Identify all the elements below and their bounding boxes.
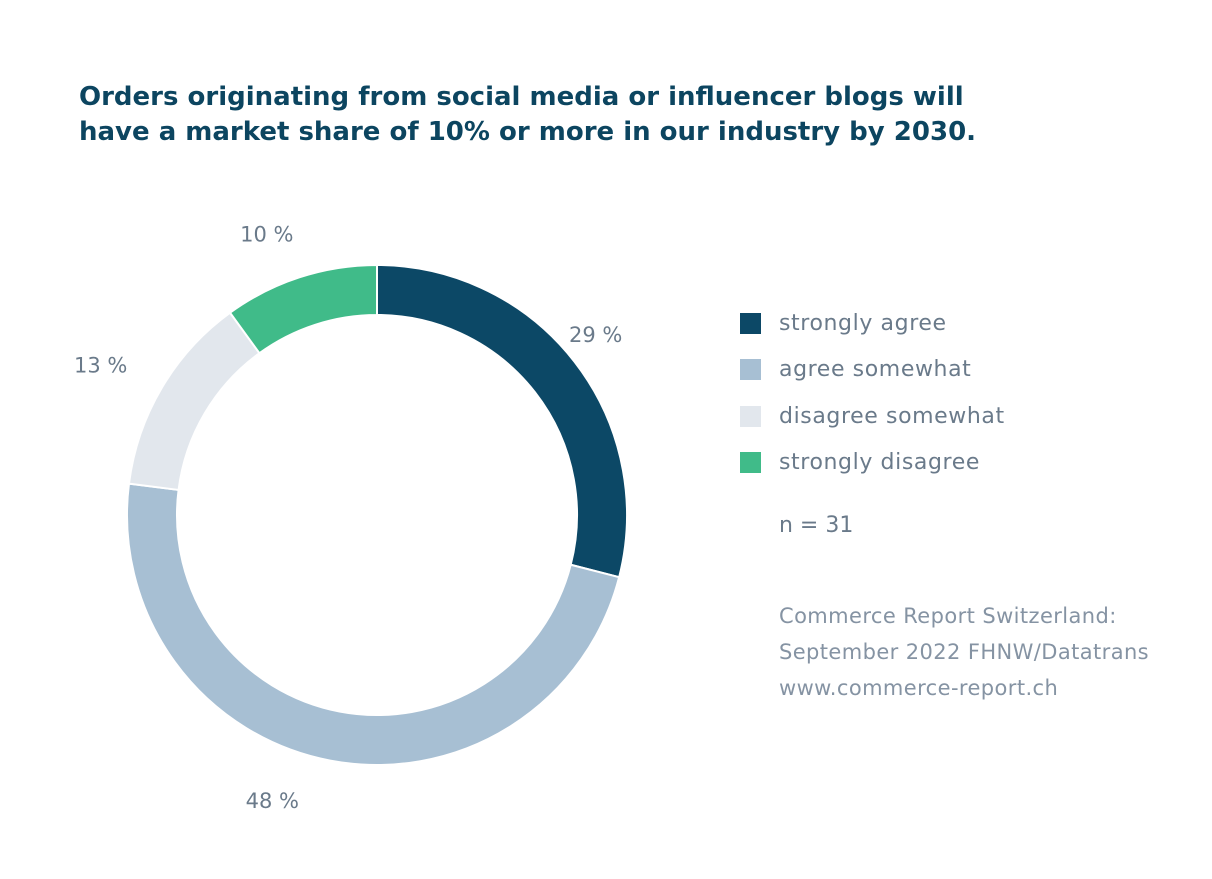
legend: strongly agree agree somewhat disagree s… [740, 300, 1005, 486]
donut-slices [126, 263, 628, 766]
legend-label: disagree somewhat [779, 403, 1005, 429]
legend-item: strongly disagree [740, 440, 1005, 487]
chart-title-line-1: Orders originating from social media or … [79, 82, 964, 112]
legend-swatch-agree-somewhat [740, 359, 761, 381]
legend-swatch-disagree-somewhat [740, 405, 761, 427]
donut-slice-strongly-disagree [228, 263, 378, 355]
donut-slice-labels: 29 % 48 % 13 % 10 % [74, 222, 622, 813]
legend-label: strongly agree [779, 310, 947, 336]
legend-label: strongly disagree [779, 450, 980, 476]
legend-item: disagree somewhat [740, 393, 1005, 440]
donut-slice-strongly-agree [376, 263, 628, 579]
slice-label-agree-somewhat: 48 % [246, 789, 299, 813]
source-line-2: September 2022 FHNW/Datatrans [779, 640, 1150, 664]
legend-item: strongly agree [740, 300, 1005, 347]
legend-swatch-strongly-disagree [740, 452, 761, 474]
sample-size-label: n = 31 [779, 513, 854, 538]
slice-label-strongly-disagree: 10 % [240, 222, 293, 246]
legend-swatch-strongly-agree [740, 312, 761, 334]
legend-label: agree somewhat [779, 357, 972, 383]
donut-slice-disagree-somewhat [127, 311, 261, 492]
legend-item: agree somewhat [740, 347, 1005, 394]
source-line-1: Commerce Report Switzerland: [779, 604, 1117, 628]
donut-slice-agree-somewhat [126, 482, 621, 766]
slice-label-strongly-agree: 29 % [569, 323, 622, 347]
chart-title: Orders originating from social media or … [79, 80, 977, 150]
slice-label-disagree-somewhat: 13 % [74, 353, 127, 377]
source-line-3: www.commerce-report.ch [779, 676, 1059, 700]
source-note: Commerce Report Switzerland: September 2… [779, 598, 1149, 706]
chart-title-line-2: have a market share of 10% or more in ou… [79, 117, 977, 147]
donut-chart: 29 % 48 % 13 % 10 % [74, 222, 628, 813]
